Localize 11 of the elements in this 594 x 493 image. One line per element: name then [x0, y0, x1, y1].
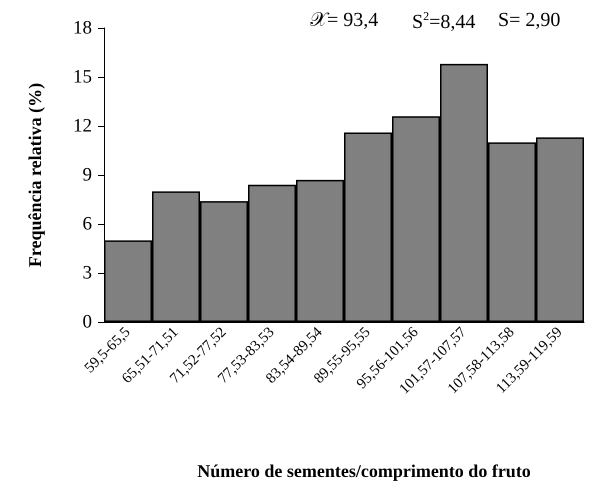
y-tick-label: 9: [82, 164, 92, 186]
y-tick-label: 6: [82, 214, 92, 234]
y-axis-title: Frequência relativa (%): [25, 82, 45, 268]
y-tick-label: 0: [82, 312, 92, 332]
x-axis-title: Número de sementes/comprimento do fruto: [197, 461, 531, 481]
y-tick-label: 12: [73, 116, 92, 136]
y-tick-label: 3: [82, 262, 92, 284]
y-tick-label: 18: [73, 18, 92, 38]
annotation: 𝒳= 93,4: [310, 9, 378, 31]
y-tick-label: 15: [73, 66, 92, 88]
annotation: S= 2,90: [498, 9, 560, 31]
